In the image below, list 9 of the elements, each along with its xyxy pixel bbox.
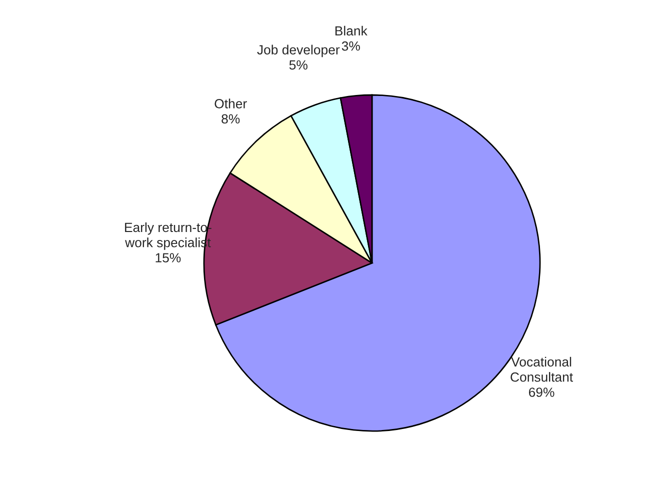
slice-label: Blank xyxy=(335,26,368,36)
data-label: 15% xyxy=(156,253,181,262)
data-label: 3% xyxy=(342,41,360,51)
slice-label: Job developer xyxy=(257,44,340,58)
slice-label: Other xyxy=(214,98,247,108)
data-label: 69% xyxy=(528,388,554,397)
slice-label: Vocational Consultant xyxy=(510,356,573,382)
data-label: 5% xyxy=(289,60,308,70)
data-label: 8% xyxy=(222,114,240,124)
